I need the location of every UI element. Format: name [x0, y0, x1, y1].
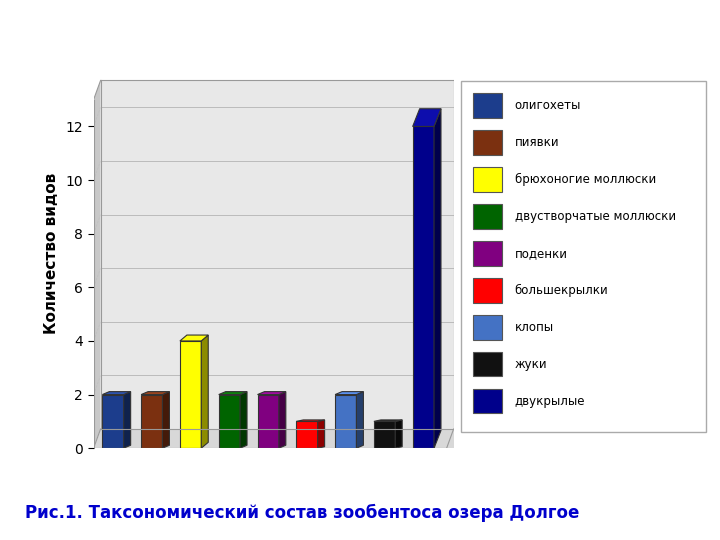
Bar: [473, 204, 503, 229]
Polygon shape: [141, 395, 163, 448]
Polygon shape: [413, 109, 441, 126]
Polygon shape: [102, 392, 130, 395]
Polygon shape: [102, 395, 124, 448]
Polygon shape: [318, 420, 325, 448]
Polygon shape: [356, 392, 364, 448]
FancyBboxPatch shape: [461, 81, 706, 432]
Bar: [473, 93, 503, 118]
Polygon shape: [258, 392, 286, 395]
Bar: [473, 352, 503, 376]
Polygon shape: [434, 109, 441, 448]
Bar: [473, 315, 503, 340]
Y-axis label: Количество видов: Количество видов: [44, 173, 58, 334]
Polygon shape: [374, 421, 395, 448]
Polygon shape: [180, 341, 202, 448]
Polygon shape: [279, 392, 286, 448]
Text: поденки: поденки: [515, 247, 567, 260]
Text: клопы: клопы: [515, 321, 554, 334]
Polygon shape: [413, 126, 434, 448]
Text: двустворчатые моллюски: двустворчатые моллюски: [515, 210, 676, 223]
Bar: [473, 278, 503, 302]
Bar: [473, 389, 503, 414]
Polygon shape: [124, 392, 130, 448]
Polygon shape: [297, 421, 318, 448]
Polygon shape: [240, 392, 247, 448]
Bar: [473, 167, 503, 192]
Polygon shape: [335, 395, 356, 448]
Text: Рис.1. Таксономический состав зообентоса озера Долгое: Рис.1. Таксономический состав зообентоса…: [25, 504, 580, 522]
Text: олигохеты: олигохеты: [515, 99, 581, 112]
Polygon shape: [202, 335, 208, 448]
Polygon shape: [180, 335, 208, 341]
Polygon shape: [219, 395, 240, 448]
Text: жуки: жуки: [515, 357, 547, 370]
Bar: [473, 130, 503, 155]
Text: двукрылые: двукрылые: [515, 395, 585, 408]
Polygon shape: [297, 420, 325, 421]
Polygon shape: [163, 392, 169, 448]
Polygon shape: [335, 392, 364, 395]
Polygon shape: [94, 429, 454, 448]
Polygon shape: [395, 420, 402, 448]
Polygon shape: [141, 392, 169, 395]
Text: пиявки: пиявки: [515, 136, 559, 149]
Text: большекрылки: большекрылки: [515, 284, 608, 297]
Polygon shape: [94, 80, 101, 448]
Polygon shape: [101, 80, 454, 429]
Polygon shape: [219, 392, 247, 395]
Bar: [473, 241, 503, 266]
Polygon shape: [258, 395, 279, 448]
Text: брюхоногие моллюски: брюхоногие моллюски: [515, 173, 656, 186]
Polygon shape: [374, 420, 402, 421]
